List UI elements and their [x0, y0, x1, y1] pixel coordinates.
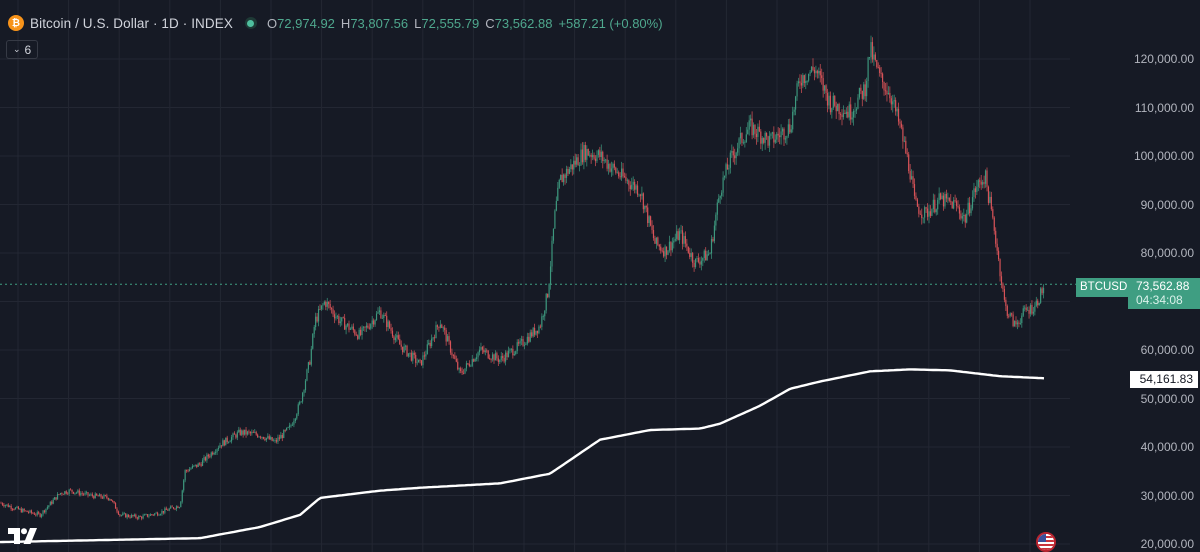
price-axis-label: 30,000.00 — [1140, 488, 1194, 503]
price-axis-label: 110,000.00 — [1134, 100, 1194, 115]
last-price-value: 73,562.88 — [1136, 279, 1190, 293]
last-price-tag: BTCUSD 73,562.88 04:34:08 — [1076, 278, 1200, 309]
price-axis-label: 80,000.00 — [1140, 246, 1194, 260]
chevron-down-icon: ⌄ — [13, 44, 21, 54]
price-axis-label: 50,000.00 — [1140, 391, 1194, 406]
symbol-tag: BTCUSD — [1076, 278, 1132, 297]
symbol-title[interactable]: Bitcoin / U.S. Dollar · 1D · INDEX — [30, 15, 233, 31]
moving-average-value-tag: 54,161.83 — [1130, 371, 1198, 388]
price-axis-label: 40,000.00 — [1140, 440, 1194, 454]
moving-average-line — [0, 368, 1045, 544]
indicators-count: 6 — [24, 42, 32, 57]
low-label: L — [414, 15, 422, 31]
symbol-legend[interactable]: ₿ Bitcoin / U.S. Dollar · 1D · INDEX O72… — [8, 15, 663, 31]
market-open-dot-icon — [244, 17, 257, 29]
candlestick-series — [0, 35, 1045, 521]
open-value: 72,974.92 — [277, 15, 335, 31]
change-value: +587.21 (+0.80%) — [558, 15, 663, 31]
high-value: 73,807.56 — [350, 15, 409, 31]
us-flag-icon — [1038, 534, 1054, 550]
us-flag-economic-event-icon[interactable] — [1036, 532, 1056, 552]
open-label: O — [266, 15, 278, 31]
price-axis-label: 120,000.00 — [1133, 52, 1194, 66]
indicators-toggle-button[interactable]: ⌄ 6 — [6, 40, 39, 59]
close-value: 73,562.88 — [494, 15, 553, 31]
price-axis-label: 20,000.00 — [1140, 537, 1194, 551]
low-value: 72,555.79 — [421, 15, 480, 31]
price-axis-label: 100,000.00 — [1133, 149, 1194, 163]
high-label: H — [340, 15, 351, 31]
price-axis-label: 90,000.00 — [1140, 197, 1194, 212]
bitcoin-icon: ₿ — [8, 15, 24, 31]
grid-lines — [0, 0, 1070, 552]
price-axis-label: 60,000.00 — [1140, 343, 1194, 357]
close-label: C — [485, 15, 495, 31]
bar-countdown: 04:34:08 — [1136, 293, 1183, 307]
last-price-box: 73,562.88 04:34:08 — [1128, 278, 1200, 309]
tradingview-logo-icon[interactable] — [8, 528, 38, 544]
ohlc-values: O72,974.92 H73,807.56 L72,555.79 C73,562… — [267, 16, 663, 31]
